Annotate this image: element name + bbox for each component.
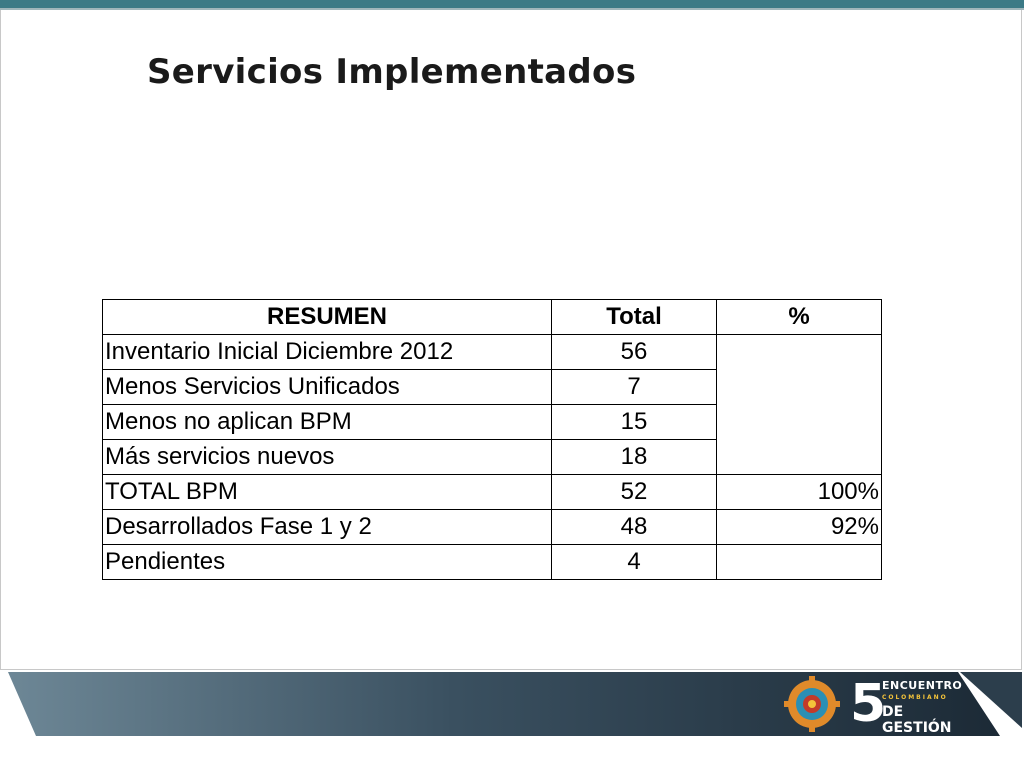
row-percent: 92%	[716, 509, 882, 545]
summary-table: RESUMEN Total % Inventario Inicial Dicie…	[102, 299, 882, 580]
top-accent-bar	[0, 0, 1024, 8]
row-label: Inventario Inicial Diciembre 2012	[102, 334, 552, 370]
row-label: Más servicios nuevos	[102, 439, 552, 475]
row-total: 48	[551, 509, 717, 545]
row-label: TOTAL BPM	[102, 474, 552, 510]
table-row: TOTAL BPM 52 100%	[102, 474, 882, 510]
row-total: 15	[551, 404, 717, 440]
header-total: Total	[551, 299, 717, 335]
row-total: 56	[551, 334, 717, 370]
header-percent: %	[716, 299, 882, 335]
row-total: 18	[551, 439, 717, 475]
table-row: Inventario Inicial Diciembre 2012 56	[102, 334, 882, 475]
row-label: Menos Servicios Unificados	[102, 369, 552, 405]
row-percent	[716, 544, 882, 580]
table-row: Pendientes 4	[102, 544, 882, 580]
logo-line-2: COLOMBIANO	[882, 694, 948, 701]
row-percent: 100%	[716, 474, 882, 510]
slide-frame	[0, 10, 1022, 670]
row-percent-merged	[716, 334, 882, 475]
row-label: Desarrollados Fase 1 y 2	[102, 509, 552, 545]
logo-number: 5	[850, 674, 887, 734]
logo-text: ENCUENTRO COLOMBIANO DE GESTIÓN UNIVERSI…	[882, 680, 962, 748]
logo-line-3: DE GESTIÓN	[882, 704, 952, 736]
header-resumen: RESUMEN	[102, 299, 552, 335]
row-total: 7	[551, 369, 717, 405]
gear-logo-icon	[784, 676, 840, 732]
event-logo: 5 ENCUENTRO COLOMBIANO DE GESTIÓN UNIVER…	[780, 674, 962, 746]
footer-band	[0, 670, 1024, 768]
page-title: Servicios Implementados	[147, 52, 637, 92]
top-accent-line	[0, 8, 1024, 10]
table-row: Menos Servicios Unificados 7	[102, 369, 882, 405]
table-header-row: RESUMEN Total %	[102, 299, 882, 335]
row-total: 52	[551, 474, 717, 510]
row-label: Pendientes	[102, 544, 552, 580]
row-label: Menos no aplican BPM	[102, 404, 552, 440]
table-row: Desarrollados Fase 1 y 2 48 92%	[102, 509, 882, 545]
logo-line-4: UNIVERSITARIA	[882, 737, 955, 746]
logo-line-1: ENCUENTRO	[882, 679, 963, 692]
row-total: 4	[551, 544, 717, 580]
